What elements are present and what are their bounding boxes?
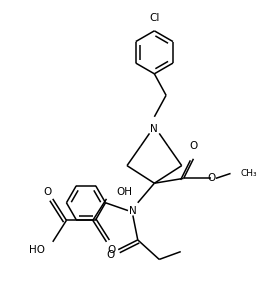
Text: HO: HO [29,245,45,255]
Text: N: N [129,206,137,216]
Text: N: N [150,123,158,134]
Text: Cl: Cl [149,13,160,23]
Text: OH: OH [116,187,132,197]
Text: O: O [207,173,215,183]
Text: O: O [44,187,52,197]
Text: O: O [189,141,198,151]
Text: O: O [107,245,116,255]
Text: CH₃: CH₃ [240,169,257,178]
Text: O: O [106,250,114,259]
